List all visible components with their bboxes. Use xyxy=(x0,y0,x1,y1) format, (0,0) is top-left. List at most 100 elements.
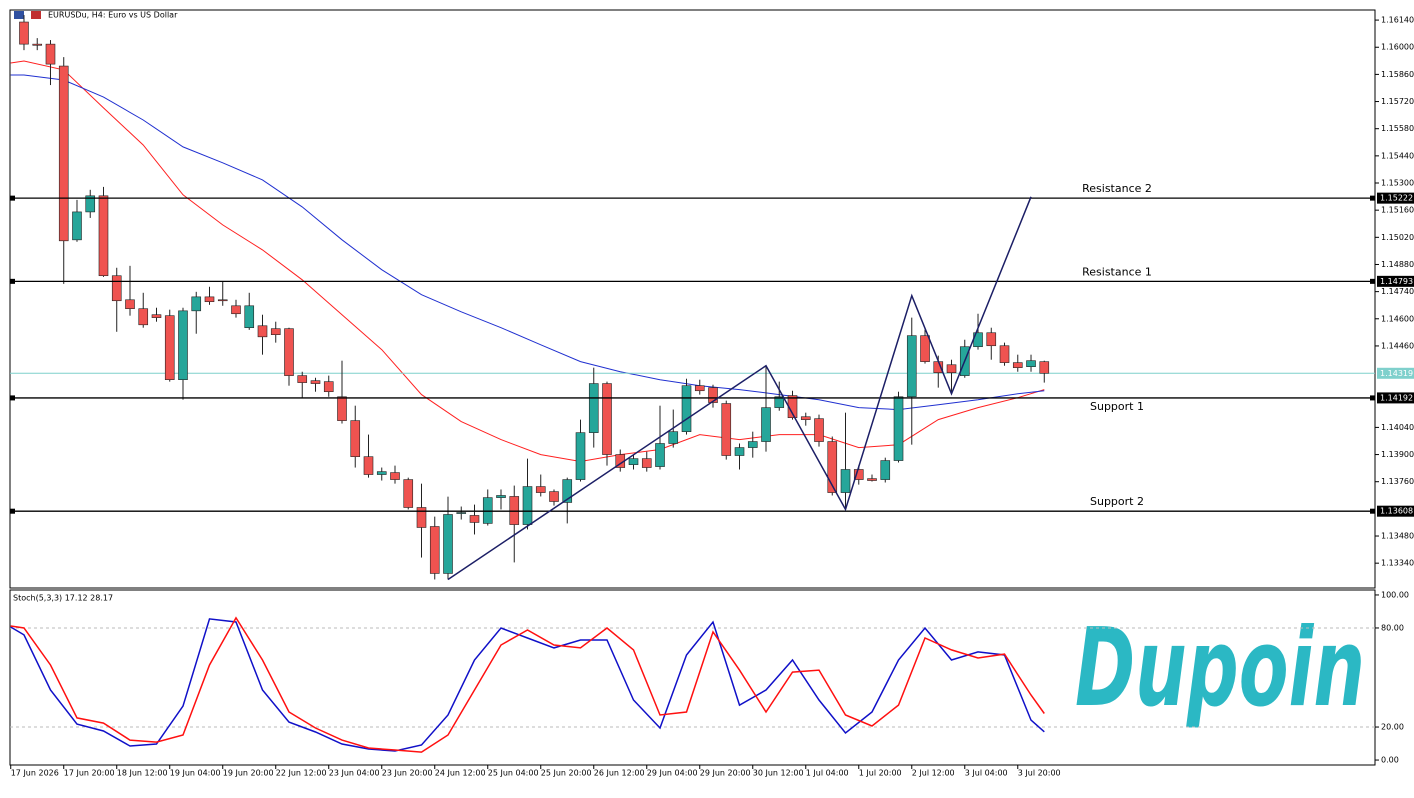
x-tick-label: 1 Jul 20:00 xyxy=(859,769,902,778)
candle-body xyxy=(774,396,785,408)
stoch-line xyxy=(10,616,1045,753)
level-marker xyxy=(1370,395,1375,401)
candle-body xyxy=(893,396,904,461)
candle-body xyxy=(999,345,1010,363)
y-tick-label: 1.15440 xyxy=(1381,151,1414,160)
candle-body xyxy=(270,328,281,335)
candle-body xyxy=(323,381,334,393)
x-tick-label: 19 Jun 20:00 xyxy=(223,769,274,778)
y-tick-label: 1.13340 xyxy=(1381,559,1414,568)
candle-body xyxy=(32,43,43,46)
y-tick-label: 1.15020 xyxy=(1381,233,1414,242)
candle-body xyxy=(575,432,586,480)
candle-body xyxy=(681,385,692,432)
candle-body xyxy=(19,21,29,45)
x-tick-label: 30 Jun 12:00 xyxy=(753,769,804,778)
candle-body xyxy=(456,512,467,514)
candle-body xyxy=(880,460,891,480)
candle-body xyxy=(602,383,612,455)
x-tick-label: 2 Jul 12:00 xyxy=(912,769,955,778)
y-tick-label: 1.15860 xyxy=(1381,70,1414,79)
x-tick-label: 23 Jun 20:00 xyxy=(382,769,433,778)
candle-body xyxy=(443,514,453,574)
level-marker xyxy=(1370,278,1375,284)
y-tick-label: 1.15580 xyxy=(1381,124,1414,133)
x-tick-label: 23 Jun 04:00 xyxy=(329,769,380,778)
y-tick-label: 100.00 xyxy=(1381,590,1409,599)
candle-body xyxy=(125,299,135,309)
candle-body xyxy=(284,328,294,376)
x-tick-label: 22 Jun 12:00 xyxy=(276,769,327,778)
candle-body xyxy=(376,471,387,475)
candle-body xyxy=(178,310,188,380)
y-tick-label: 1.14040 xyxy=(1381,423,1414,432)
candle-body xyxy=(310,380,321,384)
x-tick-label: 17 Jun 2026 xyxy=(11,769,59,778)
candle-body xyxy=(403,479,414,508)
candle-body xyxy=(814,418,824,442)
x-tick-label: 18 Jun 12:00 xyxy=(117,769,168,778)
candle-body xyxy=(231,305,241,315)
candle-body xyxy=(111,275,122,302)
candle-body xyxy=(906,335,917,398)
candle-body xyxy=(827,441,838,493)
x-tick-label: 29 Jun 04:00 xyxy=(647,769,698,778)
candle-body xyxy=(217,299,228,302)
level-marker xyxy=(10,195,15,201)
y-tick-label: 1.15160 xyxy=(1381,206,1414,215)
level-value-box xyxy=(1377,392,1414,404)
level-label: Support 1 xyxy=(1090,400,1144,413)
level-marker xyxy=(10,278,15,284)
candle-body xyxy=(416,507,427,528)
y-tick-label: 1.13900 xyxy=(1381,450,1414,459)
candle-body xyxy=(482,497,493,524)
level-value: 1.15222 xyxy=(1380,194,1413,203)
candle-body xyxy=(761,407,771,442)
x-tick-label: 3 Jul 04:00 xyxy=(965,769,1008,778)
candle-body xyxy=(509,496,520,525)
candle-body xyxy=(257,325,268,338)
candle-body xyxy=(45,43,56,65)
x-tick-label: 25 Jun 20:00 xyxy=(541,769,592,778)
candle-body xyxy=(297,375,308,383)
candle-body xyxy=(522,486,533,525)
candle-body xyxy=(1039,361,1050,374)
y-tick-label: 1.13480 xyxy=(1381,532,1414,541)
candle-body xyxy=(867,478,877,481)
candle-body xyxy=(549,491,559,502)
candle-body xyxy=(986,332,997,347)
y-tick-label: 1.16140 xyxy=(1381,16,1414,25)
x-tick-label: 24 Jun 12:00 xyxy=(435,769,486,778)
candle-body xyxy=(694,385,705,392)
candle-body xyxy=(1026,360,1036,367)
candle-body xyxy=(734,447,745,456)
y-tick-label: 1.15720 xyxy=(1381,97,1414,106)
candle-body xyxy=(58,65,69,242)
y-tick-label: 0.00 xyxy=(1381,756,1399,765)
stoch-frame xyxy=(9,589,1376,766)
candle-body xyxy=(840,469,851,493)
candle-body xyxy=(655,443,665,467)
candle-body xyxy=(708,387,718,403)
candle-body xyxy=(747,441,758,448)
y-tick-label: 1.14460 xyxy=(1381,341,1414,350)
candle-body xyxy=(164,315,175,380)
candle-body xyxy=(98,195,109,277)
candle-body xyxy=(337,396,347,421)
pattern-line xyxy=(447,196,1032,581)
candle-body xyxy=(350,420,361,457)
moving-average xyxy=(10,74,1045,411)
candle-body xyxy=(85,195,96,213)
level-value-box xyxy=(1377,192,1414,204)
candle-body xyxy=(363,456,374,475)
level-label: Support 2 xyxy=(1090,495,1144,508)
level-marker xyxy=(1370,195,1375,201)
x-tick-label: 1 Jul 04:00 xyxy=(806,769,849,778)
candle-body xyxy=(191,296,202,312)
y-tick-label: 20.00 xyxy=(1381,723,1404,732)
level-marker xyxy=(10,508,15,514)
level-value: 1.14192 xyxy=(1380,393,1413,402)
candle-body xyxy=(390,472,400,480)
